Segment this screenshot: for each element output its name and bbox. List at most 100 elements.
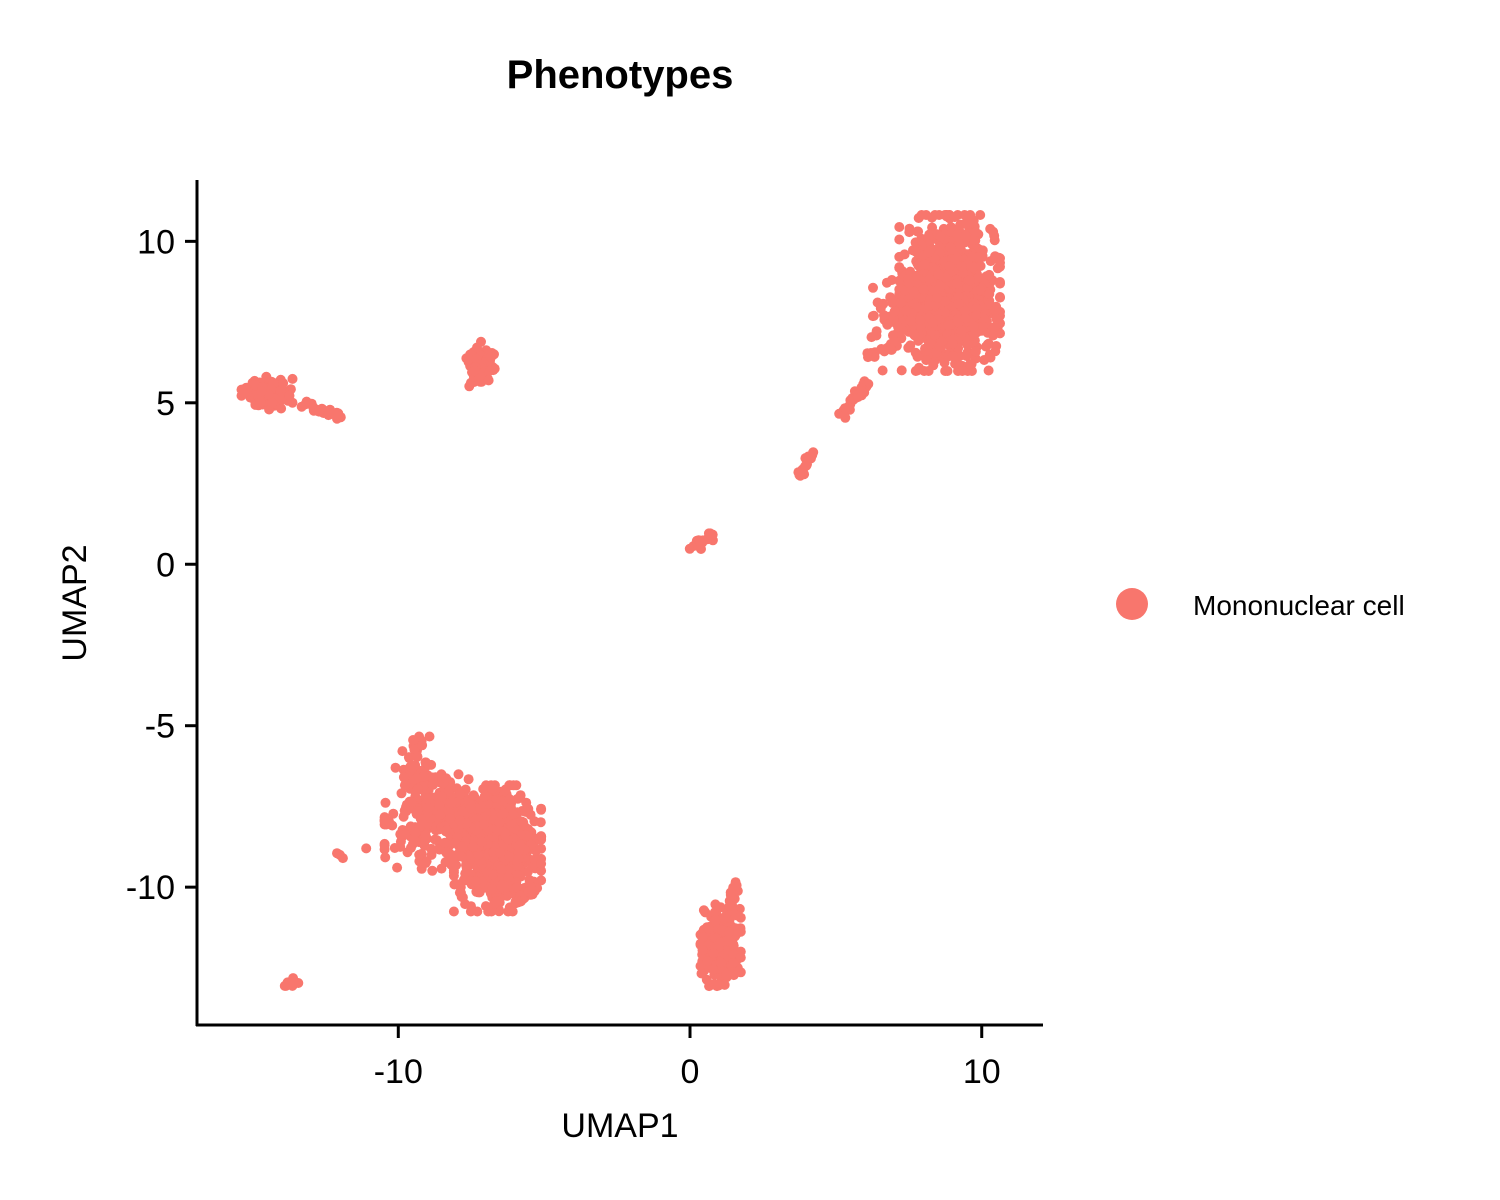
data-point bbox=[715, 957, 726, 968]
data-point bbox=[420, 830, 431, 841]
data-point bbox=[991, 313, 1002, 324]
data-point bbox=[968, 330, 979, 341]
data-point bbox=[913, 226, 924, 237]
data-point bbox=[705, 529, 716, 540]
data-point bbox=[504, 851, 515, 862]
data-point bbox=[991, 341, 1002, 351]
data-point bbox=[496, 864, 507, 875]
data-point bbox=[287, 373, 298, 384]
data-point bbox=[697, 945, 708, 956]
data-point bbox=[417, 740, 428, 751]
data-point bbox=[267, 397, 278, 408]
data-point bbox=[468, 841, 479, 852]
data-point bbox=[957, 366, 968, 376]
data-point bbox=[943, 320, 954, 331]
data-point bbox=[507, 906, 518, 917]
data-point bbox=[990, 305, 1001, 316]
data-point bbox=[725, 887, 736, 898]
data-point bbox=[495, 847, 506, 858]
data-point bbox=[923, 232, 934, 243]
x-tick-label: 10 bbox=[963, 1053, 1001, 1091]
legend-key-mononuclear-cell bbox=[1116, 588, 1148, 620]
data-point bbox=[969, 234, 979, 245]
data-point bbox=[406, 797, 417, 807]
data-point bbox=[928, 317, 939, 328]
data-point bbox=[995, 292, 1005, 303]
data-point bbox=[915, 315, 926, 326]
data-point bbox=[939, 210, 950, 220]
data-point bbox=[435, 809, 446, 820]
data-point bbox=[970, 346, 981, 357]
data-point bbox=[527, 884, 537, 895]
data-point bbox=[256, 386, 267, 397]
data-point bbox=[959, 210, 970, 220]
data-point bbox=[478, 784, 489, 794]
data-point bbox=[288, 977, 299, 987]
data-point bbox=[971, 310, 982, 321]
data-point bbox=[893, 321, 903, 332]
x-axis-label: UMAP1 bbox=[561, 1107, 678, 1145]
data-point bbox=[434, 800, 445, 810]
data-point bbox=[536, 804, 547, 815]
data-point bbox=[441, 847, 452, 857]
data-point bbox=[461, 860, 471, 871]
data-point bbox=[905, 340, 916, 351]
data-point bbox=[500, 784, 511, 795]
data-point bbox=[380, 797, 391, 808]
data-point bbox=[278, 378, 289, 389]
data-point bbox=[995, 257, 1005, 268]
data-point bbox=[984, 269, 995, 280]
data-point bbox=[923, 366, 934, 376]
data-point bbox=[408, 735, 419, 745]
data-point bbox=[412, 806, 423, 816]
data-point bbox=[512, 882, 523, 893]
data-point bbox=[933, 269, 944, 280]
data-point bbox=[448, 870, 459, 881]
data-point bbox=[975, 210, 986, 220]
data-point bbox=[983, 365, 994, 376]
data-point bbox=[512, 869, 523, 880]
data-point bbox=[446, 797, 457, 808]
data-point bbox=[724, 927, 734, 938]
data-point bbox=[872, 297, 883, 308]
data-point bbox=[473, 849, 484, 860]
data-point bbox=[905, 315, 916, 326]
data-point bbox=[959, 306, 970, 316]
data-point bbox=[800, 461, 811, 472]
data-point bbox=[492, 824, 503, 835]
data-point bbox=[936, 336, 947, 347]
data-point bbox=[989, 322, 1000, 333]
x-tick-label: 0 bbox=[681, 1053, 700, 1091]
data-point bbox=[956, 325, 967, 336]
data-point bbox=[995, 278, 1005, 289]
data-point bbox=[397, 831, 408, 842]
data-point bbox=[284, 390, 295, 401]
data-point bbox=[921, 355, 932, 366]
data-point bbox=[424, 731, 435, 742]
y-tick-label: 5 bbox=[156, 385, 175, 423]
data-point bbox=[908, 286, 919, 297]
data-point bbox=[926, 212, 937, 223]
data-point bbox=[511, 780, 522, 791]
data-point bbox=[525, 809, 536, 820]
data-point bbox=[932, 292, 943, 303]
chart-title: Phenotypes bbox=[507, 53, 734, 97]
data-point bbox=[255, 397, 266, 408]
data-point bbox=[840, 403, 850, 414]
data-point bbox=[952, 229, 963, 240]
data-point bbox=[398, 772, 409, 783]
data-point bbox=[411, 773, 422, 784]
data-point bbox=[516, 816, 527, 827]
data-point bbox=[912, 351, 923, 362]
data-point bbox=[961, 218, 972, 228]
data-point bbox=[696, 544, 706, 554]
data-point bbox=[868, 282, 878, 293]
data-point bbox=[464, 381, 475, 392]
y-tick-label: 10 bbox=[137, 223, 175, 261]
data-point bbox=[868, 310, 879, 321]
data-point bbox=[947, 338, 958, 349]
data-point bbox=[968, 215, 979, 226]
data-point bbox=[512, 793, 523, 804]
data-point bbox=[410, 827, 421, 838]
